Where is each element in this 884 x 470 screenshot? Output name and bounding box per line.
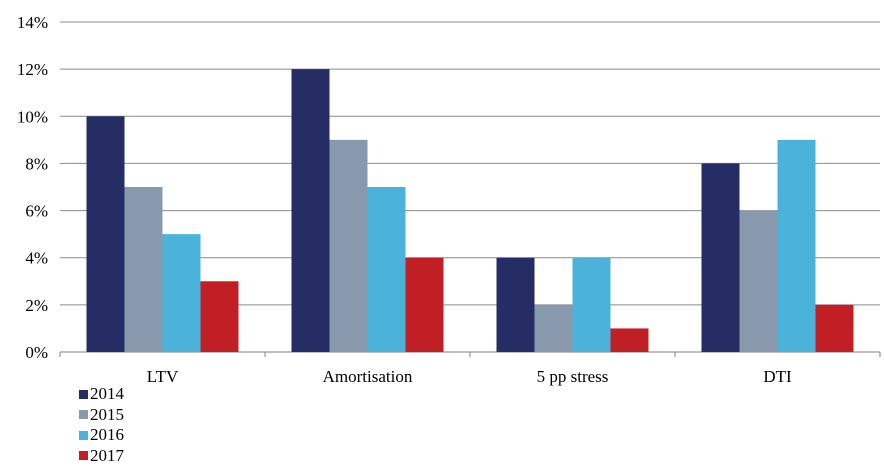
bar-2015-5-pp-stress: [534, 304, 573, 352]
legend-label: 2017: [90, 445, 124, 465]
legend-label: 2015: [90, 404, 124, 424]
bar-2014-amortisation: [291, 69, 330, 353]
y-tick-label: 8%: [25, 154, 48, 173]
y-axis-ticks: 0% 2% 4% 6% 8% 10% 12% 14%: [17, 13, 48, 362]
bar-2016-dti: [777, 139, 816, 352]
y-tick-label: 2%: [25, 296, 48, 315]
legend-label: 2016: [90, 425, 124, 444]
bar-2017-ltv: [200, 281, 239, 352]
legend-swatch: [79, 389, 88, 399]
x-category-label: DTI: [763, 367, 792, 386]
x-category-label: Amortisation: [323, 367, 413, 386]
x-axis-categories: LTV Amortisation 5 pp stress DTI: [59, 352, 881, 386]
bar-2016-5-pp-stress: [572, 257, 611, 352]
bar-2014-5-pp-stress: [496, 257, 535, 352]
legend-swatch: [79, 430, 88, 440]
bar-2015-ltv: [124, 187, 163, 352]
chart-legend: 2014 2015 2016 2017: [79, 384, 124, 466]
legend-item-2017: 2017: [79, 446, 124, 467]
bar-2017-dti: [815, 304, 854, 352]
legend-swatch: [79, 451, 88, 461]
bar-2015-amortisation: [329, 139, 368, 352]
y-tick-label: 4%: [25, 249, 48, 268]
bar-2016-ltv: [162, 234, 201, 352]
y-tick-label: 0%: [25, 343, 48, 362]
x-category-label: 5 pp stress: [537, 367, 609, 386]
x-category-label: LTV: [147, 367, 179, 386]
y-tick-label: 14%: [17, 13, 48, 32]
y-tick-label: 10%: [17, 107, 48, 126]
bar-2017-amortisation: [405, 257, 444, 352]
y-tick-label: 12%: [17, 60, 48, 79]
y-tick-label: 6%: [25, 202, 48, 221]
legend-item-2014: 2014: [79, 384, 124, 405]
legend-label: 2014: [90, 384, 124, 403]
bar-2016-amortisation: [367, 187, 406, 352]
bars: [86, 69, 854, 353]
legend-swatch: [79, 410, 88, 420]
legend-item-2015: 2015: [79, 405, 124, 426]
bar-2017-5-pp-stress: [610, 328, 649, 352]
bar-2015-dti: [739, 210, 778, 352]
bar-2014-ltv: [86, 116, 125, 353]
bar-2014-dti: [701, 163, 740, 352]
legend-item-2016: 2016: [79, 425, 124, 446]
